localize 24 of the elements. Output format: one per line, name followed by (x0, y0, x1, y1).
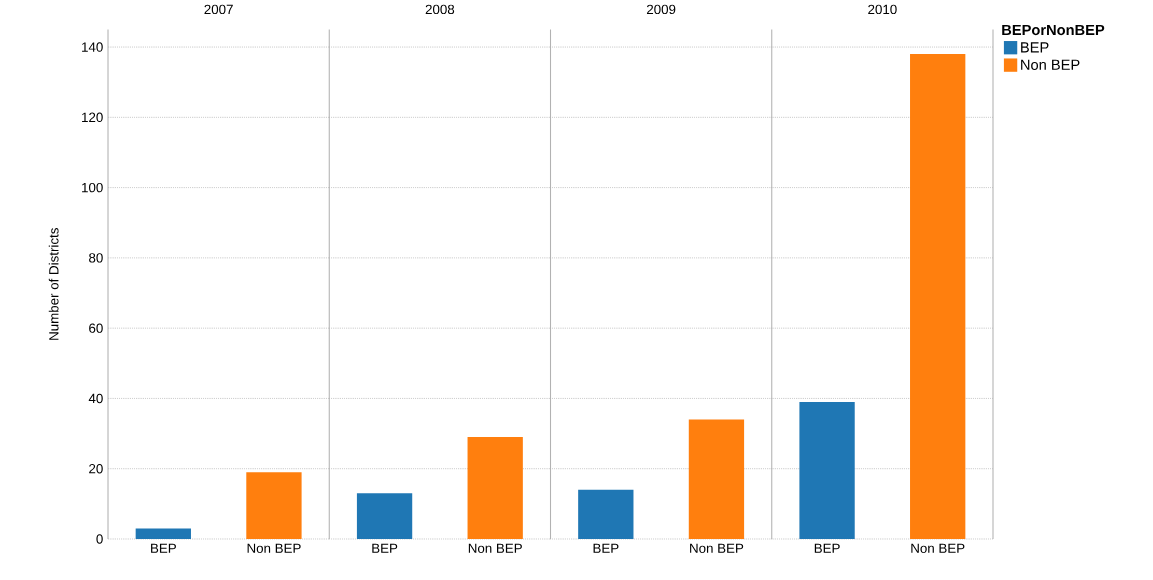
y-tick-label: 80 (89, 253, 103, 263)
chart-title: 2010 (868, 4, 897, 15)
chart-title: 2009 (646, 4, 676, 15)
x-tick-label: Non BEP (690, 543, 744, 553)
y-tick-label: 120 (82, 112, 103, 123)
y-axis-title: Number of Districts (48, 228, 59, 340)
x-tick-label: Non BEP (468, 543, 522, 553)
chart-title: 2007 (204, 4, 233, 15)
y-tick-label: 60 (89, 323, 103, 333)
chart-title: 2008 (425, 4, 455, 15)
y-tick-label: 20 (89, 463, 103, 474)
x-tick-label: BEP (151, 543, 176, 553)
x-tick-label: BEP (814, 543, 840, 553)
x-tick-label: BEP (372, 543, 398, 553)
y-tick-label: 140 (82, 42, 103, 52)
y-tick-label: 100 (82, 182, 103, 193)
legend-label: Non BEP (1021, 59, 1080, 70)
x-tick-label: Non BEP (247, 543, 301, 553)
y-tick-label: 40 (88, 393, 103, 404)
y-tick-label: 0 (96, 534, 103, 544)
legend-title: BEPorNonBEP (1002, 24, 1105, 36)
x-tick-label: BEP (593, 543, 619, 553)
legend-label: BEP (1021, 42, 1049, 53)
x-tick-label: Non BEP (911, 543, 965, 553)
